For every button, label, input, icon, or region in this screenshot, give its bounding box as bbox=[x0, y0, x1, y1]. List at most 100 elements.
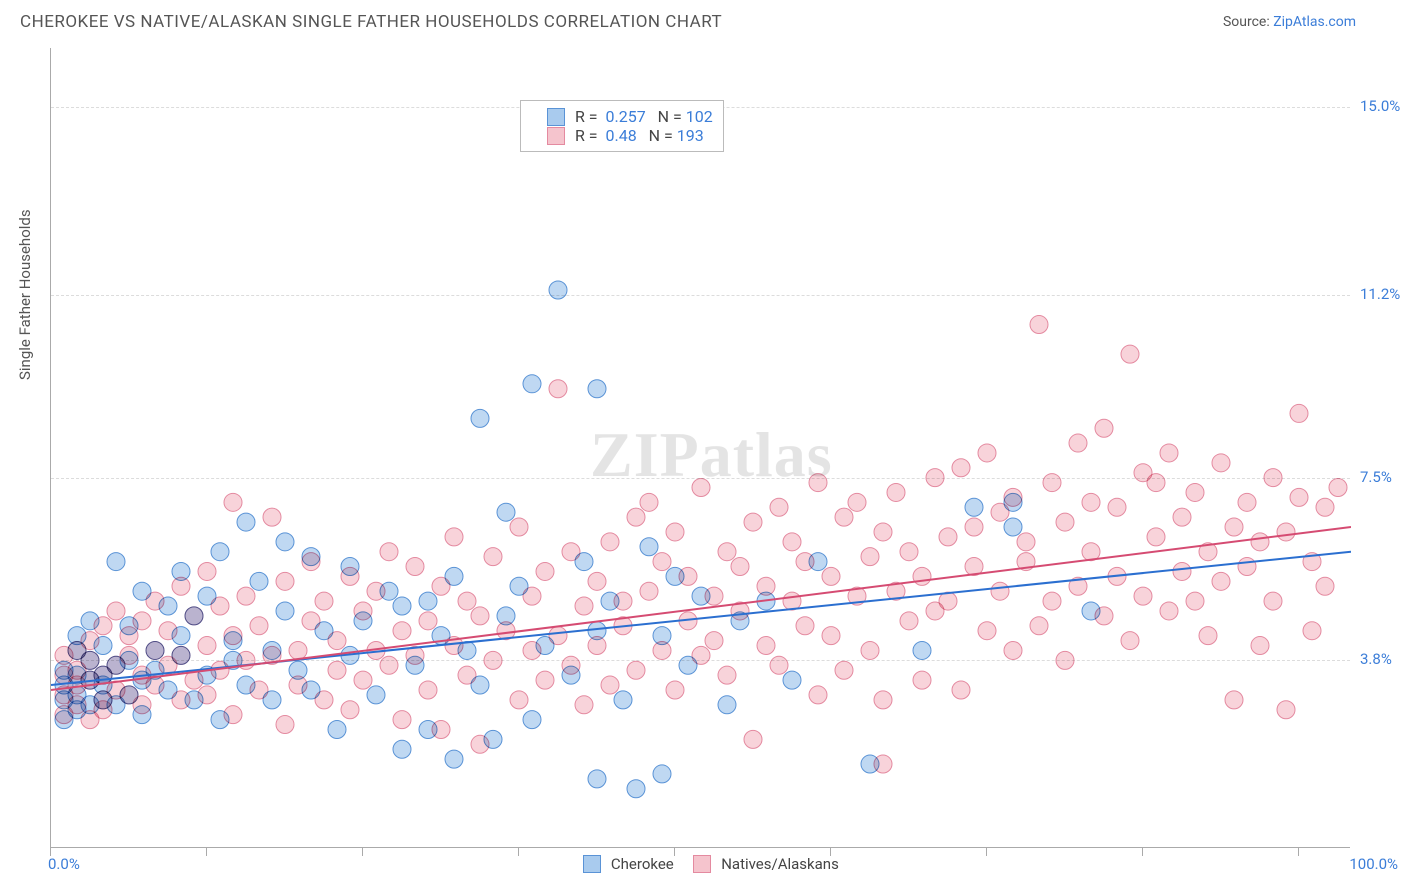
scatter-point-natives bbox=[471, 607, 489, 625]
scatter-point-natives bbox=[1251, 637, 1269, 655]
scatter-point-cherokee bbox=[497, 503, 515, 521]
x-tick bbox=[362, 848, 363, 856]
scatter-point-natives bbox=[1186, 592, 1204, 610]
scatter-point-natives bbox=[1290, 488, 1308, 506]
chart-header: CHEROKEE VS NATIVE/ALASKAN SINGLE FATHER… bbox=[0, 0, 1406, 42]
scatter-point-natives bbox=[315, 592, 333, 610]
scatter-point-natives bbox=[432, 720, 450, 738]
scatter-point-natives bbox=[484, 548, 502, 566]
scatter-point-cherokee bbox=[1004, 518, 1022, 536]
scatter-point-natives bbox=[107, 602, 125, 620]
scatter-point-natives bbox=[666, 681, 684, 699]
scatter-point-natives bbox=[1225, 518, 1243, 536]
scatter-point-natives bbox=[1173, 562, 1191, 580]
scatter-point-natives bbox=[1173, 508, 1191, 526]
scatter-point-cherokee bbox=[237, 513, 255, 531]
scatter-point-natives bbox=[627, 661, 645, 679]
scatter-point-cherokee bbox=[276, 602, 294, 620]
scatter-point-natives bbox=[978, 444, 996, 462]
scatter-point-natives bbox=[198, 637, 216, 655]
source-link[interactable]: ZipAtlas.com bbox=[1273, 14, 1356, 30]
scatter-point-natives bbox=[757, 577, 775, 595]
legend-swatch-cherokee bbox=[583, 855, 601, 873]
x-tick bbox=[830, 848, 831, 856]
source-prefix: Source: bbox=[1223, 14, 1273, 30]
scatter-point-natives bbox=[289, 676, 307, 694]
scatter-point-natives bbox=[809, 686, 827, 704]
legend-label-natives: Natives/Alaskans bbox=[721, 855, 839, 873]
scatter-point-natives bbox=[510, 518, 528, 536]
scatter-point-natives bbox=[237, 587, 255, 605]
scatter-point-natives bbox=[1121, 345, 1139, 363]
scatter-point-natives bbox=[835, 508, 853, 526]
scatter-point-natives bbox=[744, 730, 762, 748]
y-axis-label: Single Father Households bbox=[16, 209, 34, 380]
scatter-point-natives bbox=[549, 380, 567, 398]
n-cherokee: 102 bbox=[686, 107, 713, 126]
scatter-point-natives bbox=[1069, 434, 1087, 452]
scatter-point-natives bbox=[172, 691, 190, 709]
scatter-point-natives bbox=[601, 533, 619, 551]
scatter-point-natives bbox=[185, 607, 203, 625]
scatter-point-natives bbox=[900, 543, 918, 561]
scatter-point-natives bbox=[939, 592, 957, 610]
scatter-point-natives bbox=[822, 627, 840, 645]
scatter-point-natives bbox=[1147, 528, 1165, 546]
scatter-point-natives bbox=[354, 671, 372, 689]
scatter-point-cherokee bbox=[276, 533, 294, 551]
chart-source: Source: ZipAtlas.com bbox=[1223, 14, 1356, 30]
scatter-point-natives bbox=[796, 617, 814, 635]
scatter-point-natives bbox=[1277, 701, 1295, 719]
scatter-point-cherokee bbox=[783, 671, 801, 689]
chart-title: CHEROKEE VS NATIVE/ALASKAN SINGLE FATHER… bbox=[20, 12, 722, 32]
scatter-point-natives bbox=[796, 553, 814, 571]
scatter-point-natives bbox=[315, 691, 333, 709]
scatter-point-natives bbox=[263, 508, 281, 526]
scatter-point-natives bbox=[874, 691, 892, 709]
scatter-point-natives bbox=[887, 483, 905, 501]
scatter-point-natives bbox=[1160, 444, 1178, 462]
scatter-point-natives bbox=[341, 701, 359, 719]
n-natives: 193 bbox=[677, 126, 704, 145]
r-cherokee: 0.257 bbox=[606, 107, 646, 126]
scatter-point-natives bbox=[575, 696, 593, 714]
scatter-point-natives bbox=[380, 656, 398, 674]
scatter-point-natives bbox=[627, 508, 645, 526]
scatter-point-cherokee bbox=[614, 691, 632, 709]
scatter-point-natives bbox=[848, 493, 866, 511]
scatter-point-natives bbox=[770, 498, 788, 516]
scatter-point-natives bbox=[1251, 533, 1269, 551]
scatter-point-natives bbox=[1212, 572, 1230, 590]
scatter-point-cherokee bbox=[718, 696, 736, 714]
scatter-point-natives bbox=[276, 716, 294, 734]
watermark: ZIPatlas bbox=[590, 418, 833, 492]
scatter-point-natives bbox=[1212, 454, 1230, 472]
scatter-point-natives bbox=[94, 617, 112, 635]
scatter-point-natives bbox=[1095, 607, 1113, 625]
scatter-point-natives bbox=[159, 622, 177, 640]
scatter-point-natives bbox=[367, 582, 385, 600]
scatter-point-natives bbox=[133, 612, 151, 630]
scatter-point-natives bbox=[588, 637, 606, 655]
scatter-point-natives bbox=[1082, 493, 1100, 511]
scatter-point-natives bbox=[1043, 474, 1061, 492]
scatter-point-natives bbox=[289, 641, 307, 659]
scatter-point-natives bbox=[1030, 617, 1048, 635]
scatter-point-natives bbox=[1199, 627, 1217, 645]
scatter-point-natives bbox=[328, 632, 346, 650]
x-tick bbox=[674, 848, 675, 856]
scatter-point-natives bbox=[1238, 493, 1256, 511]
x-min-label: 0.0% bbox=[48, 855, 80, 873]
scatter-point-natives bbox=[276, 572, 294, 590]
legend-label-cherokee: Cherokee bbox=[611, 855, 674, 873]
scatter-point-natives bbox=[822, 567, 840, 585]
scatter-point-cherokee bbox=[107, 553, 125, 571]
y-tick-label: 15.0% bbox=[1360, 97, 1400, 115]
scatter-point-cherokee bbox=[640, 538, 658, 556]
scatter-point-natives bbox=[172, 577, 190, 595]
scatter-point-natives bbox=[81, 651, 99, 669]
scatter-point-natives bbox=[302, 612, 320, 630]
scatter-point-natives bbox=[445, 528, 463, 546]
scatter-point-natives bbox=[1329, 479, 1347, 497]
scatter-point-natives bbox=[172, 646, 190, 664]
